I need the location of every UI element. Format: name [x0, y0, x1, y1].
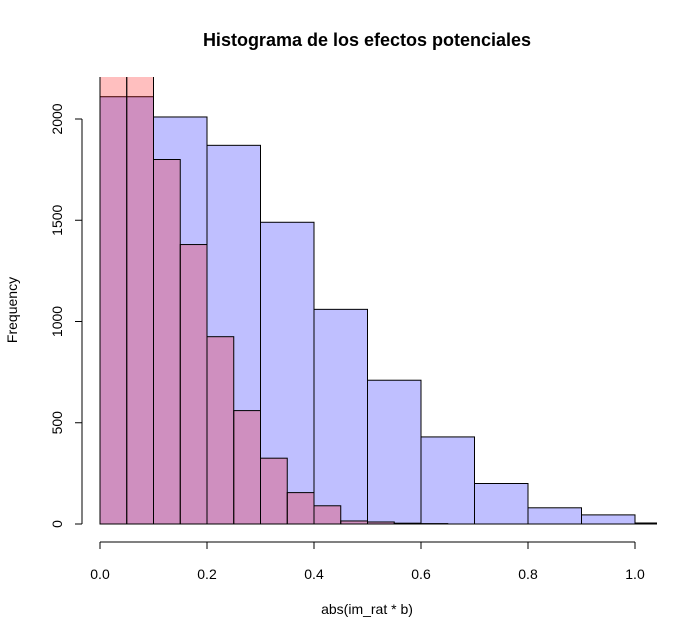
chart-title: Histograma de los efectos potenciales: [203, 30, 531, 50]
x-tick-label: 1.0: [625, 566, 645, 582]
x-axis-label: abs(im_rat * b): [321, 601, 413, 617]
histogram-bar: [179, 244, 208, 525]
histogram-bar: [581, 514, 636, 525]
histogram-bar: [126, 77, 154, 525]
histogram-bar: [153, 159, 181, 525]
histogram-bar: [393, 522, 422, 525]
histogram-bar: [474, 483, 529, 525]
histogram-bar: [206, 336, 235, 525]
y-axis-label: Frequency: [4, 277, 20, 343]
axes: 0.0 0.2 0.4 0.6 0.8 1.0 0 500 1000 1500 2000: [49, 103, 645, 582]
histogram-bar: [313, 308, 368, 525]
y-tick-label: 0: [49, 520, 65, 528]
y-tick-label: 1500: [49, 204, 65, 235]
y-tick-label: 2000: [49, 103, 65, 134]
histogram-bar: [420, 436, 475, 525]
x-tick-label: 0.6: [411, 566, 431, 582]
histogram-bar: [206, 144, 261, 525]
x-tick-label: 0.4: [304, 566, 324, 582]
x-tick-label: 0.2: [197, 566, 217, 582]
histogram-bar: [367, 521, 395, 525]
histogram-bar: [527, 507, 582, 525]
x-tick-label: 0.8: [518, 566, 538, 582]
y-tick-label: 1000: [49, 306, 65, 337]
plot-area: [99, 77, 657, 525]
histogram-bar: [260, 457, 288, 525]
x-tick-label: 0.0: [90, 566, 110, 582]
histogram-bar: [634, 522, 657, 525]
histogram-bar: [233, 410, 261, 525]
histogram-bar: [367, 379, 422, 525]
histogram-bar: [99, 77, 128, 525]
histogram-bar: [313, 505, 342, 525]
histogram-bar: [340, 520, 368, 525]
histogram-bar: [286, 492, 315, 525]
y-tick-label: 500: [49, 411, 65, 435]
